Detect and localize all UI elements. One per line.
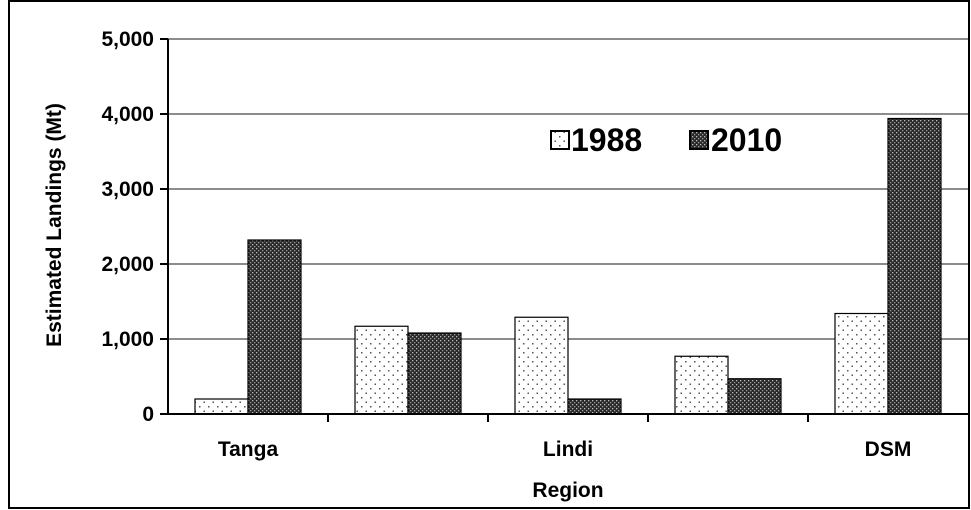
axes (160, 38, 968, 422)
bar-1988-1 (354, 325, 409, 415)
bar-1988-4 (834, 312, 889, 415)
bars (194, 117, 942, 415)
bar-2010-0 (247, 239, 302, 415)
x-tick-labels: Tanga Lindi DSM (218, 438, 911, 461)
y-axis-title: Estimated Landings (Mt) (43, 103, 66, 347)
x-tick-label: Tanga (218, 438, 279, 461)
bar-1988-2 (514, 316, 569, 415)
y-tick-label: 5,000 (101, 28, 154, 51)
legend-label-1988: 1988 (571, 122, 642, 158)
y-tick-label: 4,000 (101, 103, 154, 126)
bar-2010-1 (407, 332, 462, 415)
x-axis-title: Region (532, 479, 603, 502)
legend-label-2010: 2010 (711, 122, 782, 158)
y-tick-label: 3,000 (101, 178, 154, 201)
bar-2010-3 (727, 378, 782, 415)
y-tick-label: 2,000 (101, 253, 154, 276)
bar-1988-0 (194, 398, 249, 415)
legend-swatch-2010 (689, 130, 709, 150)
y-tick-label: 0 (142, 403, 154, 426)
bar-2010-2 (567, 398, 622, 415)
legend-swatch-1988 (550, 130, 570, 150)
x-tick-label: DSM (865, 438, 912, 461)
bar-1988-3 (674, 355, 729, 415)
y-tick-label: 1,000 (101, 328, 154, 351)
x-tick-label: Lindi (543, 438, 593, 461)
bar-2010-4 (887, 117, 942, 415)
legend: 1988 2010 (550, 122, 782, 158)
y-tick-labels: 0 1,000 2,000 3,000 4,000 5,000 (101, 28, 154, 426)
